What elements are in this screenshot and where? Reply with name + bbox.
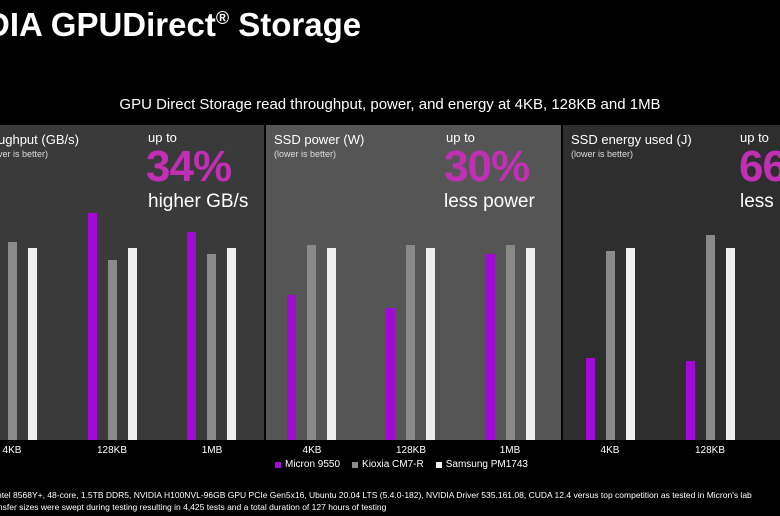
tick-label-128kb: 128KB [694, 445, 726, 456]
energy-panel: SSD energy used (J) (lower is better) up… [563, 125, 780, 440]
bar-micron-128kb [686, 361, 695, 440]
bar-samsung-128kb [426, 247, 435, 440]
tick-label-1mb: 1MB [201, 445, 223, 456]
bar-samsung-1mb [227, 247, 236, 440]
panel-note: (lower is better) [274, 149, 337, 159]
bar-kioxia-1mb [207, 254, 216, 440]
legend-item-kioxia: Kioxia CM7-R [352, 459, 424, 470]
tick-label-4kb: 4KB [600, 445, 620, 456]
bar-kioxia-128kb [706, 235, 715, 440]
footnote-tests: transfer sizes were swept during testing… [0, 502, 387, 512]
panel-note: ver is better) [0, 149, 49, 159]
panel-title: SSD power (W) [274, 132, 365, 147]
panel-title: ughput (GB/s) [0, 132, 79, 147]
footnote-system: x Intel 8568Y+, 48-core, 1.5TB DDR5, NVI… [0, 490, 752, 500]
bar-samsung-4kb [28, 247, 37, 440]
callout-text: less [740, 191, 774, 212]
bar-kioxia-4kb [606, 251, 615, 440]
legend: Micron 9550 Kioxia CM7-R Samsung PM1743 [275, 459, 528, 470]
legend-item-micron: Micron 9550 [275, 459, 340, 470]
legend-swatch-kioxia [352, 461, 359, 468]
panel-title: SSD energy used (J) [571, 132, 692, 147]
bar-micron-128kb [88, 213, 97, 440]
throughput-panel: ughput (GB/s) ver is better) up to 34% h… [0, 125, 264, 440]
panel-note: (lower is better) [571, 149, 634, 159]
chart-title: GPU Direct Storage read throughput, powe… [119, 96, 661, 113]
tick-label-4kb: 4KB [302, 445, 322, 456]
tick-label-128kb: 128KB [395, 445, 427, 456]
bar-micron-128kb [386, 307, 395, 440]
bar-kioxia-128kb [406, 244, 415, 440]
bar-samsung-1mb [526, 247, 535, 440]
bar-samsung-4kb [626, 247, 635, 440]
bar-micron-1mb [187, 232, 196, 440]
legend-item-samsung: Samsung PM1743 [435, 459, 528, 470]
callout-prefix: up to [740, 130, 769, 145]
bar-samsung-4kb [327, 247, 336, 440]
bar-kioxia-1mb [506, 244, 515, 440]
bar-micron-4kb [287, 295, 296, 440]
bar-micron-1mb [486, 254, 495, 440]
callout-prefix: up to [148, 130, 177, 145]
legend-label-kioxia: Kioxia CM7-R [362, 459, 424, 470]
title-suffix: Storage [238, 6, 362, 43]
legend-swatch-micron [275, 461, 281, 468]
callout-value: 30% [444, 142, 530, 191]
tick-label-128kb: 128KB [96, 445, 128, 456]
title-main: DIA GPUDirect [0, 6, 216, 43]
bar-samsung-128kb [726, 247, 735, 440]
callout-text: higher GB/s [148, 191, 249, 212]
bar-micron-4kb [586, 358, 595, 440]
bar-kioxia-4kb [8, 241, 17, 440]
bar-kioxia-128kb [108, 260, 117, 440]
callout-prefix: up to [446, 130, 475, 145]
callout-text: less power [444, 191, 535, 212]
legend-label-micron: Micron 9550 [285, 459, 341, 470]
page-title: DIA GPUDirect® Storage [0, 6, 780, 44]
bar-samsung-128kb [128, 247, 137, 440]
callout-value: 66 [739, 142, 780, 191]
tick-label-4kb: 4KB [2, 445, 22, 456]
callout-value: 34% [146, 142, 232, 191]
power-panel: SSD power (W) (lower is better) up to 30… [266, 125, 561, 440]
tick-label-1mb: 1MB [499, 445, 521, 456]
legend-swatch-samsung [435, 461, 442, 468]
registered-mark: ® [215, 8, 230, 28]
bar-kioxia-4kb [307, 244, 316, 440]
legend-label-samsung: Samsung PM1743 [445, 459, 528, 470]
